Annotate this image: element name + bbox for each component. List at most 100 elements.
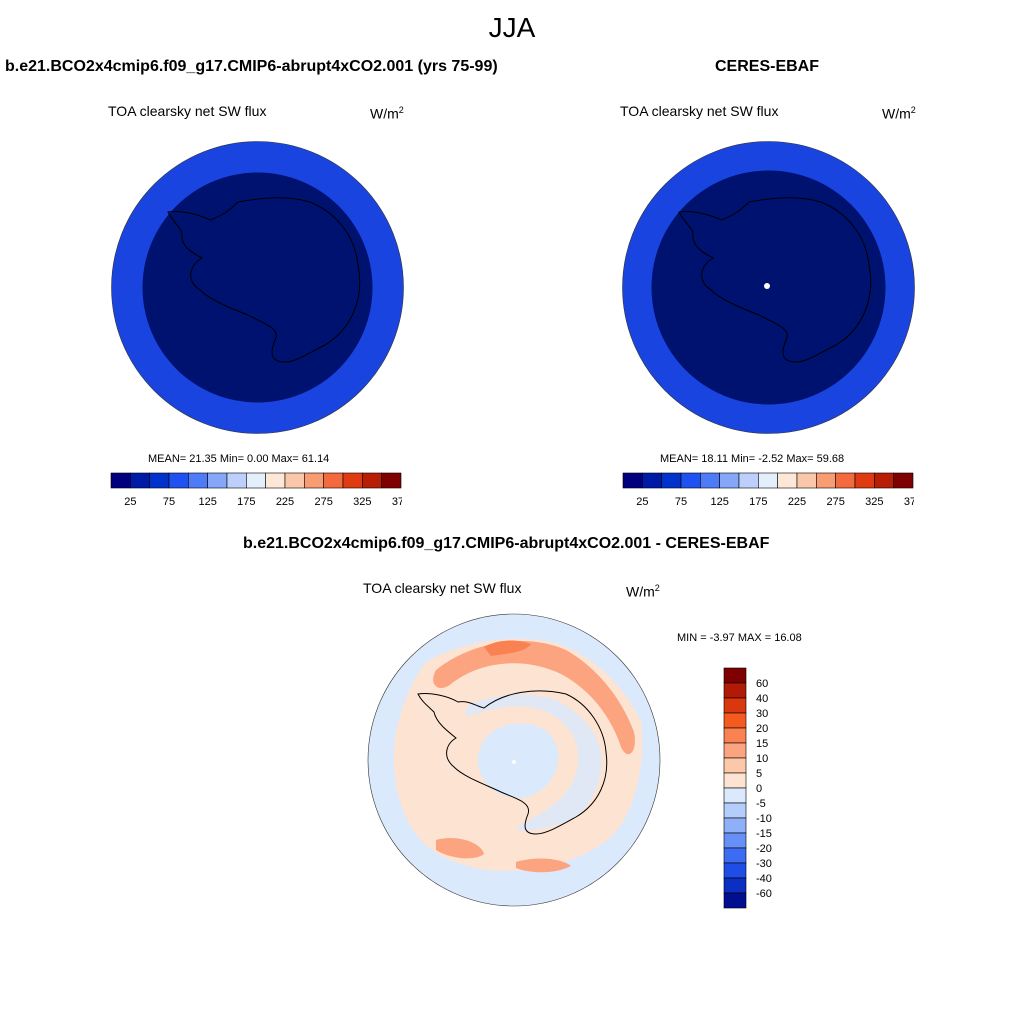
diff-colorbar-tick-label: 10	[756, 753, 768, 765]
colorbar-swatch	[758, 472, 778, 489]
diff-lower-patch-2	[516, 858, 571, 873]
diff-colorbar-swatch	[723, 787, 747, 804]
colorbar-swatch	[265, 472, 286, 489]
colorbar-swatch	[323, 472, 344, 489]
diff-colorbar-swatch	[723, 862, 747, 879]
colorbar-swatch	[168, 472, 189, 489]
diff-colorbar-swatch	[723, 817, 747, 834]
model-units-label: W/m2	[370, 105, 404, 122]
model-stats: MEAN= 21.35 Min= 0.00 Max= 61.14	[148, 453, 330, 465]
model-colorbar: 25 75 125 175 225 275 325 375	[110, 472, 402, 508]
diff-colorbar-tick-label: 15	[756, 738, 768, 750]
diff-colorbar-tick-label: -10	[756, 813, 772, 825]
diff-colorbar-tick-label: -5	[756, 798, 766, 810]
obs-variable-label: TOA clearsky net SW flux	[620, 103, 779, 119]
colorbar-tick-label: 325	[865, 496, 883, 508]
model-variable-label: TOA clearsky net SW flux	[108, 103, 267, 119]
colorbar-tick-label: 25	[636, 496, 648, 508]
diff-colorbar-tick-label: 40	[756, 693, 768, 705]
diff-variable-label: TOA clearsky net SW flux	[363, 580, 522, 596]
colorbar-swatch	[110, 472, 131, 489]
diff-colorbar-tick-label: -20	[756, 843, 772, 855]
colorbar-swatch	[738, 472, 759, 489]
diff-colorbar-swatch	[723, 757, 747, 774]
diff-strip-max	[484, 640, 531, 656]
colorbar-swatch	[362, 472, 382, 489]
diff-colorbar-swatch	[723, 847, 747, 864]
diff-colorbar-swatch	[723, 877, 747, 894]
colorbar-swatch	[661, 472, 682, 489]
colorbar-tick-label: 175	[749, 496, 767, 508]
diff-colorbar-swatch	[723, 727, 747, 744]
colorbar-tick-label: 25	[124, 496, 136, 508]
obs-pole-marker	[764, 283, 770, 289]
colorbar-swatch	[642, 472, 662, 489]
diff-colorbar-swatch	[723, 772, 747, 789]
colorbar-swatch	[854, 472, 875, 489]
colorbar-swatch	[893, 472, 914, 489]
diff-arc-high	[433, 640, 635, 755]
diff-colorbar-tick-label: 20	[756, 723, 768, 735]
colorbar-swatch	[207, 472, 228, 489]
diff-colorbar-swatch	[723, 697, 747, 714]
colorbar-swatch	[304, 472, 324, 489]
colorbar-swatch	[381, 472, 402, 489]
diff-colorbar-swatch	[723, 682, 747, 699]
diff-coast-band	[466, 694, 602, 831]
obs-antarctica-coastline	[678, 197, 872, 363]
colorbar-tick-label: 225	[788, 496, 806, 508]
diff-panel-title: b.e21.BCO2x4cmip6.f09_g17.CMIP6-abrupt4x…	[243, 535, 770, 552]
model-polar-map	[111, 141, 404, 434]
colorbar-swatch	[700, 472, 720, 489]
colorbar-tick-label: 275	[826, 496, 844, 508]
diff-colorbar: 60 40 30 20 15 10 5 0 -5 -10 -15 -20 -30 -40 -60	[723, 667, 772, 909]
obs-units-label: W/m2	[882, 105, 916, 122]
colorbar-tick-label: 225	[276, 496, 294, 508]
colorbar-tick-label: 275	[314, 496, 332, 508]
colorbar-tick-label: 125	[710, 496, 728, 508]
diff-stats: MIN = -3.97 MAX = 16.08	[677, 632, 802, 644]
colorbar-swatch	[226, 472, 247, 489]
colorbar-swatch	[188, 472, 208, 489]
obs-polar-map	[622, 141, 915, 434]
diff-colorbar-tick-label: -30	[756, 858, 772, 870]
diff-colorbar-swatch	[723, 802, 747, 819]
colorbar-swatch	[680, 472, 701, 489]
colorbar-tick-label: 175	[237, 496, 255, 508]
colorbar-swatch	[796, 472, 817, 489]
diff-pole-marker	[512, 760, 516, 764]
diff-colorbar-tick-label: -15	[756, 828, 772, 840]
diff-colorbar-tick-label: 0	[756, 783, 762, 795]
diff-colorbar-swatch	[723, 832, 747, 849]
model-panel-title: b.e21.BCO2x4cmip6.f09_g17.CMIP6-abrupt4x…	[5, 58, 498, 75]
diff-colorbar-tick-label: 30	[756, 708, 768, 720]
colorbar-swatch	[246, 472, 266, 489]
diff-colorbar-swatch	[723, 712, 747, 729]
colorbar-swatch	[816, 472, 836, 489]
colorbar-swatch	[835, 472, 856, 489]
colorbar-swatch	[874, 472, 894, 489]
diff-colorbar-tick-label: -60	[756, 888, 772, 900]
colorbar-tick-label: 75	[163, 496, 175, 508]
obs-panel-title: CERES-EBAF	[715, 58, 820, 75]
colorbar-swatch	[622, 472, 643, 489]
season-title: JJA	[488, 12, 536, 43]
colorbar-tick-label: 325	[353, 496, 371, 508]
colorbar-swatch	[130, 472, 150, 489]
colorbar-swatch	[284, 472, 305, 489]
colorbar-tick-label: 375	[904, 496, 914, 508]
colorbar-tick-label: 125	[198, 496, 216, 508]
colorbar-tick-label: 75	[675, 496, 687, 508]
colorbar-swatch	[777, 472, 798, 489]
colorbar-tick-label: 375	[392, 496, 402, 508]
diff-polar-map	[367, 613, 661, 907]
diff-colorbar-tick-label: 60	[756, 678, 768, 690]
diff-lower-patch-1	[436, 837, 484, 859]
diff-colorbar-tick-label: -40	[756, 873, 772, 885]
colorbar-swatch	[342, 472, 363, 489]
diff-colorbar-swatch	[723, 667, 747, 684]
model-inner-region	[142, 172, 373, 403]
obs-stats: MEAN= 18.11 Min= -2.52 Max= 59.68	[660, 453, 845, 465]
model-antarctica-coastline	[167, 197, 361, 363]
diff-colorbar-swatch	[723, 742, 747, 759]
